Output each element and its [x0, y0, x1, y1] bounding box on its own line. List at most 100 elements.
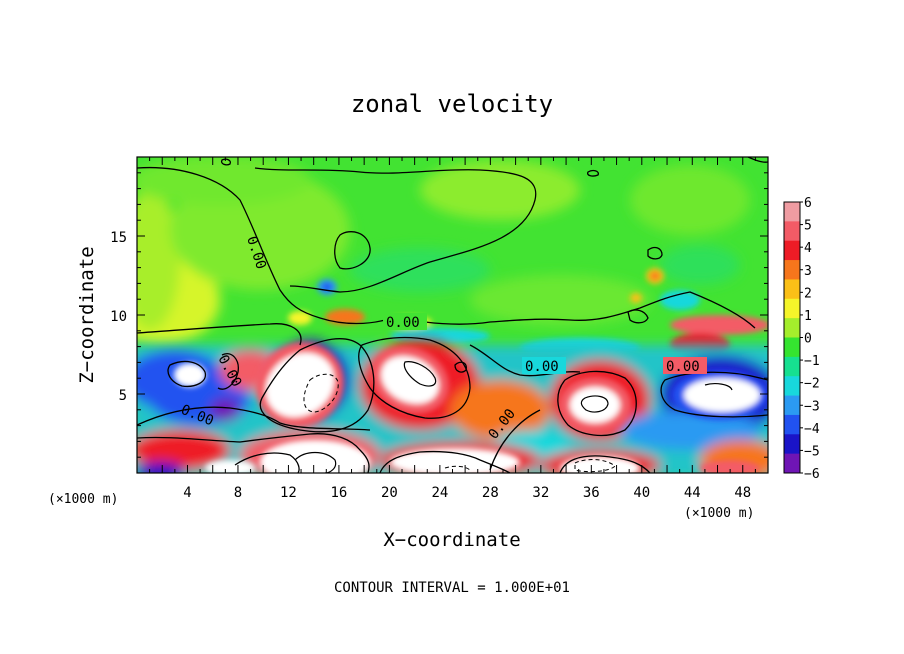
x-unit-label-right: (×1000 m) [684, 506, 754, 521]
field-patch [210, 398, 240, 422]
colorbar-tick-label: −6 [804, 467, 820, 482]
field-patch [630, 293, 642, 303]
field-patch [265, 352, 335, 418]
contour-line [444, 465, 471, 471]
colorbar-tick-label: −3 [804, 399, 820, 414]
field-patch [260, 440, 370, 473]
field-patch [137, 157, 310, 205]
field-patch [684, 378, 760, 412]
contour-line [259, 338, 375, 433]
contour-line [303, 373, 339, 413]
x-tick-label: 8 [234, 485, 242, 501]
x-axis: 4 8 12 16 20 24 28 32 36 40 44 48 [149, 157, 756, 501]
contour-line [234, 452, 300, 473]
contour-line [137, 166, 396, 325]
field-patch [137, 462, 185, 473]
colorbar-tick-label: 4 [804, 241, 812, 256]
field-patch [620, 410, 760, 450]
field-patch [670, 315, 768, 335]
field-patch [325, 309, 365, 325]
contour-label-bg [663, 357, 707, 374]
contour-line [254, 167, 537, 293]
zero-contours [137, 157, 768, 473]
colorbar-tick-label: −5 [804, 444, 820, 459]
colorbar-swatch [784, 221, 800, 242]
colorbar-swatch [784, 279, 800, 300]
plot-area: 0.00 0.00 0.00 0.00 0.00 0.00 0.00 [137, 157, 768, 473]
x-tick-label: 40 [633, 485, 650, 501]
contour-line [559, 455, 651, 473]
colorbar-tick-label: 0 [804, 332, 812, 347]
x-unit-label-left: (×1000 m) [48, 492, 118, 507]
contour-line [587, 169, 599, 177]
contour-labels: 0.00 0.00 0.00 0.00 0.00 0.00 0.00 [179, 234, 707, 442]
x-tick-label: 12 [280, 485, 297, 501]
field-patch [420, 160, 580, 220]
colorbar-tick-label: 2 [804, 286, 812, 301]
contour-line [704, 383, 733, 391]
contour-line [660, 371, 768, 418]
colorbar-tick-label: −2 [804, 377, 820, 392]
contour-line [167, 360, 207, 388]
contour-label-bg [383, 313, 427, 330]
contour-line [424, 291, 756, 329]
contour-line [403, 361, 437, 387]
contour-label: 0.00 [666, 359, 700, 375]
contour-line [489, 409, 541, 471]
x-tick-label: 20 [381, 485, 398, 501]
colorbar-swatch [784, 318, 800, 338]
contour-line [137, 433, 370, 473]
colorbar-swatch [784, 395, 800, 416]
colorbar-swatch [784, 202, 800, 222]
colorbar-swatch [784, 240, 800, 261]
contour-interval-note: CONTOUR INTERVAL = 1.000E+01 [334, 580, 570, 596]
colorbar-tick-label: −4 [804, 422, 820, 437]
x-tick-label: 48 [734, 485, 751, 501]
colorbar: 6 5 4 3 2 1 0 −1 −2 −3 −4 −5 −6 [783, 196, 820, 482]
dashed-contours [303, 373, 616, 473]
colorbar-swatch [784, 337, 800, 358]
x-tick-label: 36 [583, 485, 600, 501]
upper-field [137, 157, 750, 345]
colorbar-swatch [784, 298, 800, 319]
colorbar-tick-label: 1 [804, 309, 812, 324]
y-tick-label: 15 [110, 230, 127, 246]
contour-line [747, 157, 768, 163]
contour-line [217, 353, 239, 390]
extrema-cores [174, 341, 768, 473]
field-patch [650, 272, 660, 280]
colorbar-swatch [784, 356, 800, 377]
field-patch [381, 356, 439, 404]
y-tick-label: 10 [110, 309, 127, 325]
contour-label: 0.00 [386, 315, 420, 331]
contour-line [379, 450, 511, 473]
field-patch [288, 311, 312, 325]
x-tick-label: 32 [532, 485, 549, 501]
field-patch [660, 290, 700, 310]
field-patch [137, 190, 180, 330]
y-axis: 5 10 15 [110, 172, 768, 458]
contour-label-bg [522, 357, 566, 374]
contour-line [137, 323, 302, 346]
field-patch [700, 460, 760, 473]
x-tick-label: 24 [431, 485, 448, 501]
colorbar-tick-label: 6 [804, 196, 812, 211]
x-tick-label: 28 [482, 485, 499, 501]
field-patch [390, 328, 490, 344]
x-tick-label: 4 [183, 485, 191, 501]
y-tick-label: 5 [119, 388, 127, 404]
chart-title: zonal velocity [351, 90, 553, 118]
contour-line [358, 336, 471, 419]
field-patch [560, 456, 640, 473]
x-tick-label: 44 [684, 485, 701, 501]
field-patch [322, 283, 332, 291]
colorbar-swatch [784, 260, 800, 280]
contour-line [580, 395, 609, 413]
colorbar-swatch [784, 453, 800, 474]
colorbar-tick-label: 3 [804, 264, 812, 279]
solid-core-contours [294, 361, 733, 473]
contour-line [627, 309, 649, 324]
colorbar-swatch [784, 434, 800, 455]
field-patch [174, 363, 206, 387]
contour-line [137, 406, 371, 431]
